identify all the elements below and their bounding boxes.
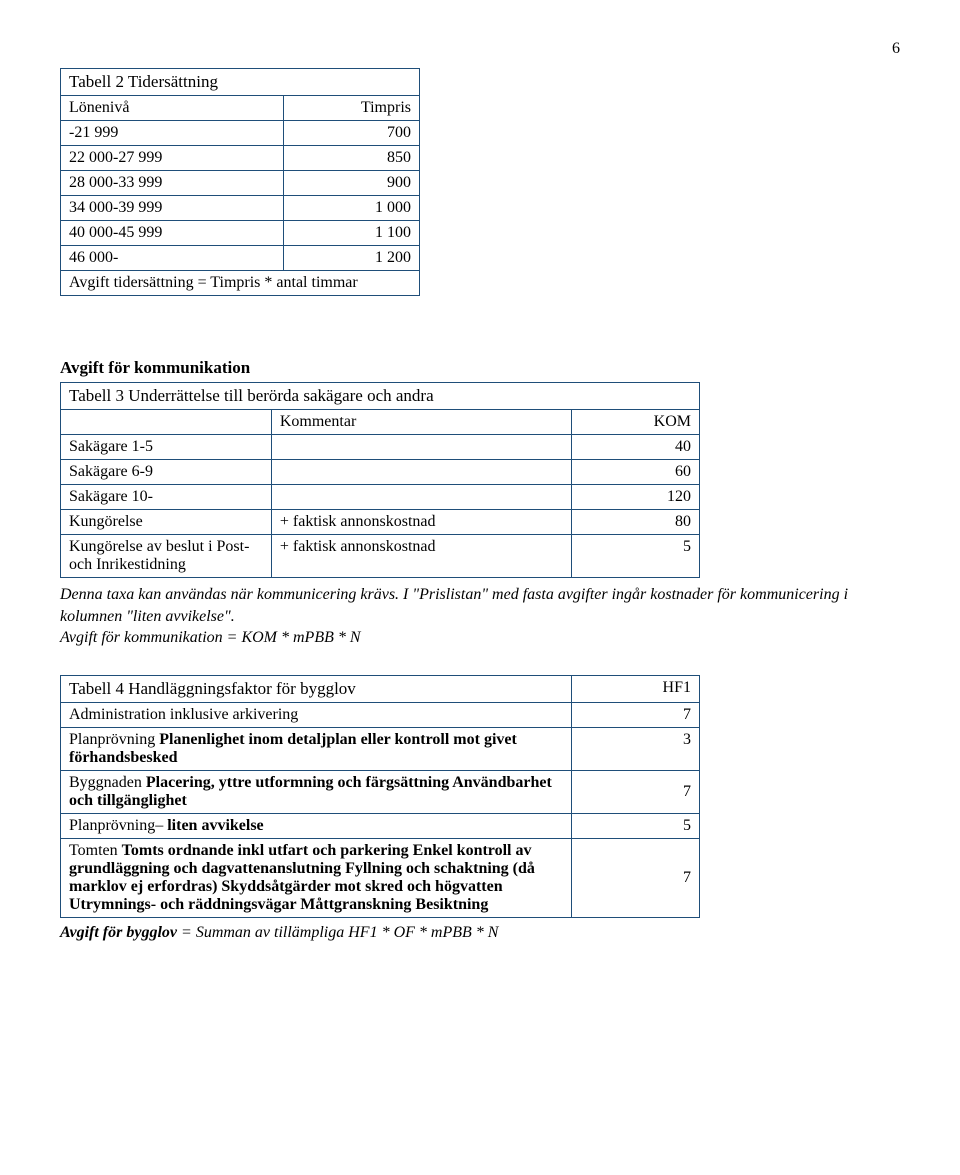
page-number: 6	[60, 40, 900, 58]
t3-h0	[61, 410, 272, 435]
t2-col-0: Lönenivå	[61, 96, 284, 121]
table-row: Byggnaden Placering, yttre utformning oc…	[61, 771, 700, 814]
table-4-title: Tabell 4 Handläggningsfaktor för bygglov	[61, 676, 572, 703]
table-row: 28 000-33 999900	[61, 171, 420, 196]
t4-hr: HF1	[572, 676, 700, 703]
t4-r4: Tomten Tomts ordnande inkl utfart och pa…	[61, 839, 572, 918]
t3-formula: Avgift för kommunikation = KOM * mPBB * …	[60, 629, 900, 647]
table-row: Kungörelse+ faktisk annonskostnad80	[61, 510, 700, 535]
table-3-title: Tabell 3 Underrättelse till berörda sakä…	[61, 383, 700, 410]
table-row: Planprövning Planenlighet inom detaljpla…	[61, 728, 700, 771]
table-3: Tabell 3 Underrättelse till berörda sakä…	[60, 382, 700, 578]
t4-r2: Byggnaden Placering, yttre utformning oc…	[61, 771, 572, 814]
t4-r1: Planprövning Planenlighet inom detaljpla…	[61, 728, 572, 771]
table-row: Sakägare 6-960	[61, 460, 700, 485]
table-row: 46 000-1 200	[61, 246, 420, 271]
table-row: 40 000-45 9991 100	[61, 221, 420, 246]
table-row: Kungörelse av beslut i Post- och Inrikes…	[61, 535, 700, 578]
t2-footer: Avgift tidersättning = Timpris * antal t…	[61, 271, 420, 296]
table-row: -21 999700	[61, 121, 420, 146]
table-row: 34 000-39 9991 000	[61, 196, 420, 221]
table-2-title: Tabell 2 Tidersättning	[61, 69, 420, 96]
t3-h1: Kommentar	[271, 410, 571, 435]
t3-section-label: Avgift för kommunikation	[60, 358, 900, 378]
table-2: Tabell 2 Tidersättning Lönenivå Timpris …	[60, 68, 420, 296]
t3-h2: KOM	[572, 410, 700, 435]
table-row: Tomten Tomts ordnande inkl utfart och pa…	[61, 839, 700, 918]
table-row: Sakägare 1-540	[61, 435, 700, 460]
t4-r3: Planprövning– liten avvikelse	[61, 814, 572, 839]
t4-formula: Avgift för bygglov = Summan av tillämpli…	[60, 924, 900, 942]
t3-note: Denna taxa kan användas när kommunicerin…	[60, 584, 860, 627]
table-row: Administration inklusive arkivering 7	[61, 703, 700, 728]
t4-r0: Administration inklusive arkivering	[61, 703, 572, 728]
table-row: Planprövning– liten avvikelse 5	[61, 814, 700, 839]
table-row: Sakägare 10-120	[61, 485, 700, 510]
table-row: 22 000-27 999850	[61, 146, 420, 171]
table-4: Tabell 4 Handläggningsfaktor för bygglov…	[60, 675, 700, 918]
t2-col-1: Timpris	[283, 96, 419, 121]
